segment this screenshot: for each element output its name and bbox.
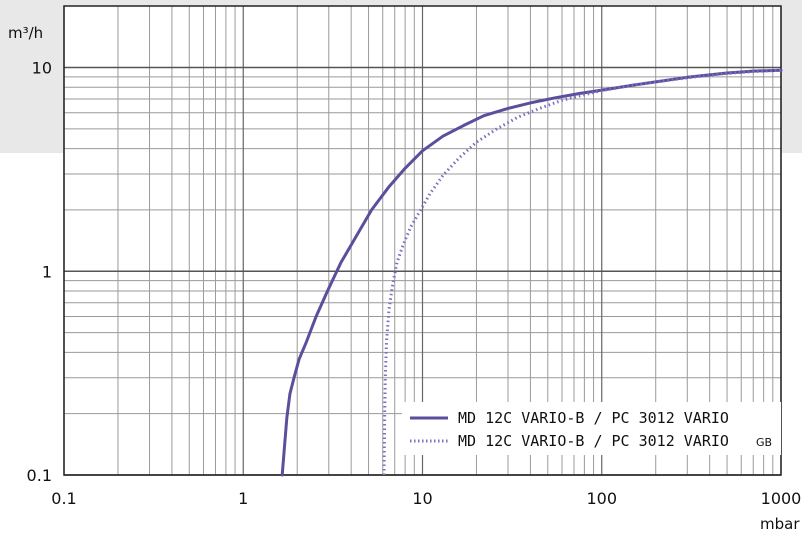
y-tick-label: 10: [32, 59, 52, 78]
legend: MD 12C VARIO-B / PC 3012 VARIO MD 12C VA…: [402, 402, 781, 455]
series-layer: [280, 68, 783, 477]
legend-label-series-2-suffix: GB: [756, 436, 772, 449]
legend-box: [402, 402, 781, 455]
x-tick-label: 100: [586, 489, 617, 508]
x-tick-label: 10: [412, 489, 432, 508]
x-tick-label: 1: [238, 489, 248, 508]
tick-labels: 0.1 1 10 100 1000 0.1 1 10: [27, 59, 802, 509]
y-axis-unit-label: m³/h: [8, 24, 43, 42]
y-tick-label: 1: [42, 262, 52, 281]
series-line-2: [382, 68, 782, 476]
x-tick-label: 1000: [761, 489, 802, 508]
legend-label-series-1: MD 12C VARIO-B / PC 3012 VARIO: [458, 409, 729, 427]
legend-label-series-2: MD 12C VARIO-B / PC 3012 VARIO: [458, 432, 729, 450]
plot-frame: [63, 5, 782, 476]
x-tick-label: 0.1: [51, 489, 76, 508]
y-tick-label: 0.1: [27, 466, 52, 485]
x-axis-unit-label: mbar: [760, 515, 800, 533]
